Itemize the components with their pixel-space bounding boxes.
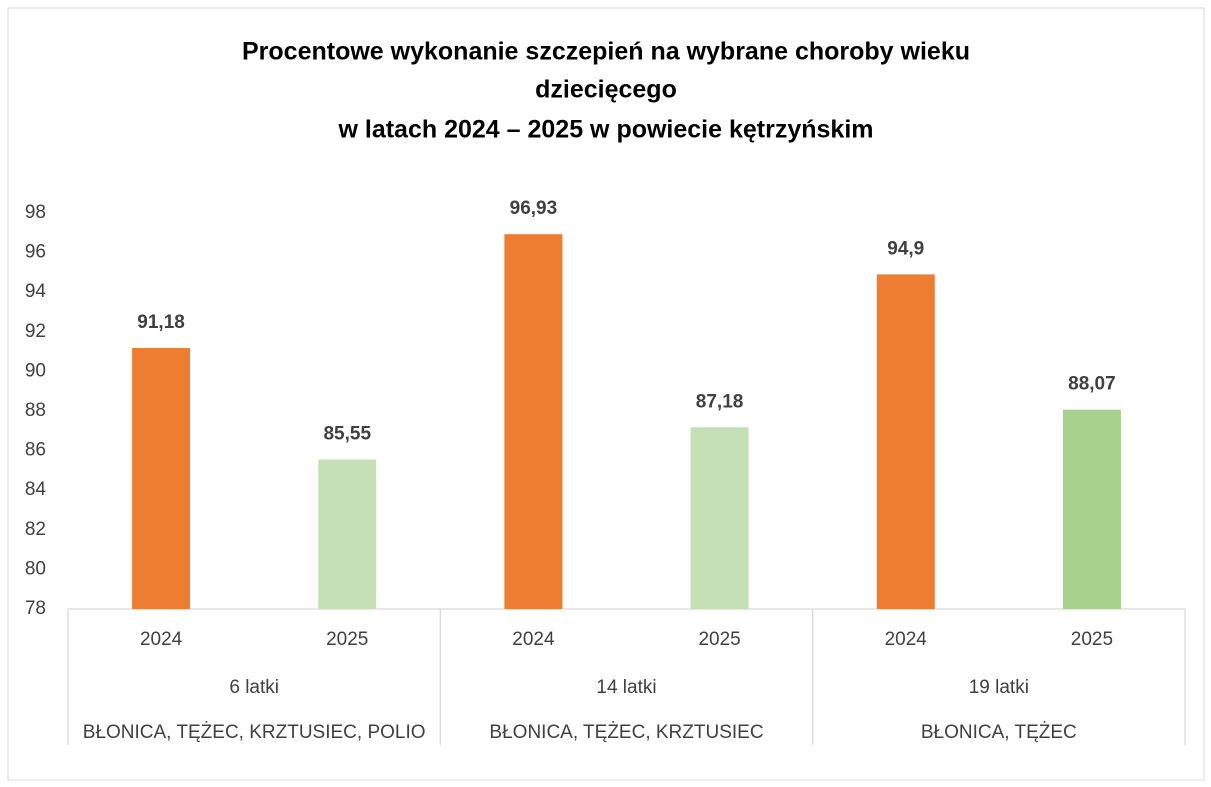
x-tick-label: 2024 (140, 629, 183, 650)
chart-title: w latach 2024 – 2025 w powiecie kętrzyńs… (337, 116, 873, 144)
x-tick-label: 2024 (885, 629, 928, 650)
y-tick-label: 84 (25, 479, 47, 500)
bar (1062, 409, 1121, 609)
y-tick-label: 86 (25, 440, 46, 461)
data-label: 94,9 (887, 238, 924, 259)
bar (132, 348, 191, 609)
bar (504, 234, 563, 609)
y-tick-label: 78 (25, 598, 46, 619)
y-tick-label: 82 (25, 519, 46, 540)
bar (318, 459, 377, 609)
x-tick-label: 2025 (326, 629, 368, 650)
group-sublabel: BŁONICA, TĘŻEC, KRZTUSIEC (489, 722, 763, 743)
y-tick-label: 98 (25, 202, 46, 223)
data-label: 88,07 (1068, 374, 1116, 395)
bar (876, 274, 935, 609)
data-label: 96,93 (510, 198, 558, 219)
x-tick-label: 2024 (512, 629, 555, 650)
chart-title: dziecięcego (535, 76, 677, 104)
y-tick-label: 96 (25, 242, 46, 263)
y-tick-label: 94 (25, 281, 47, 302)
data-label: 87,18 (696, 391, 744, 412)
y-tick-label: 90 (25, 360, 46, 381)
chart-border (7, 7, 1205, 781)
group-sublabel: BŁONICA, TĘŻEC (921, 722, 1077, 743)
y-tick-label: 80 (25, 558, 46, 579)
bar (690, 427, 749, 609)
x-tick-label: 2025 (698, 629, 740, 650)
data-label: 85,55 (323, 424, 371, 445)
data-label: 91,18 (137, 312, 185, 333)
y-tick-label: 92 (25, 321, 46, 342)
y-tick-label: 88 (25, 400, 46, 421)
chart-title: Procentowe wykonanie szczepień na wybran… (242, 38, 970, 66)
group-label: 14 latki (596, 677, 656, 698)
group-sublabel: BŁONICA, TĘŻEC, KRZTUSIEC, POLIO (83, 722, 426, 743)
x-tick-label: 2025 (1071, 629, 1113, 650)
group-label: 6 latki (229, 677, 279, 698)
group-label: 19 latki (969, 677, 1029, 698)
